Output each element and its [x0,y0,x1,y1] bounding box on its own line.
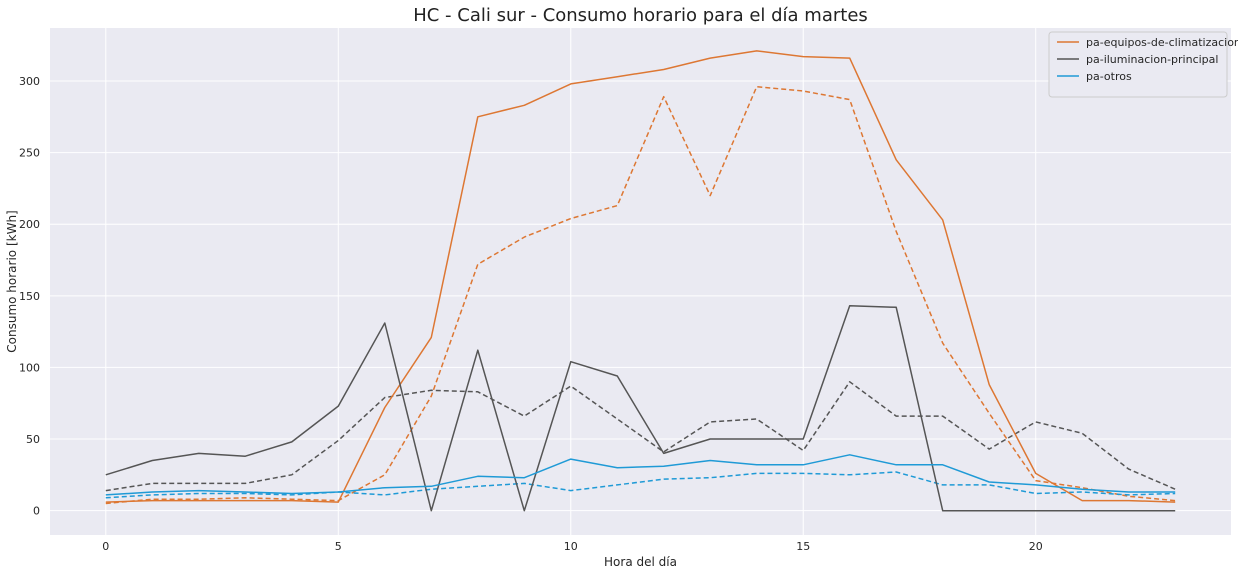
legend-box [1048,31,1228,98]
x-tick-label: 20 [1029,540,1043,553]
series-line-1 [105,305,1176,512]
y-tick-labels: 0 50 100 150 200 250 300 [19,75,40,518]
series-lines [105,50,1176,512]
x-tick-label: 5 [335,540,342,553]
series-line-0 [105,50,1176,503]
series-line-2 [105,454,1176,496]
y-axis-label: Consumo horario [kWh] [5,210,19,352]
x-tick-label: 0 [102,540,109,553]
legend-label: pa-equipos-de-climatizacion [1086,36,1238,49]
y-tick-label: 200 [19,218,40,231]
series-line-dashed-3 [105,85,1176,505]
legend-label: pa-otros [1086,70,1132,83]
legend-label: pa-iluminacion-principal [1086,53,1218,66]
x-axis-label: Hora del día [604,555,677,569]
chart-title: HC - Cali sur - Consumo horario para el … [413,5,868,26]
y-tick-label: 50 [26,433,40,446]
series-line-dashed-5 [105,471,1176,499]
legend: pa-equipos-de-climatizacion pa-iluminacio… [1048,31,1238,98]
y-tick-label: 150 [19,290,40,303]
series-line-dashed-4 [105,381,1176,492]
y-tick-label: 100 [19,361,40,374]
x-tick-label: 15 [796,540,810,553]
y-tick-label: 300 [19,75,40,88]
y-tick-label: 0 [33,505,40,518]
x-tick-labels: 0 5 10 15 20 [102,540,1042,553]
y-tick-label: 250 [19,147,40,160]
grid-lines [50,28,1231,535]
plot-area [50,28,1231,535]
x-tick-label: 10 [564,540,578,553]
